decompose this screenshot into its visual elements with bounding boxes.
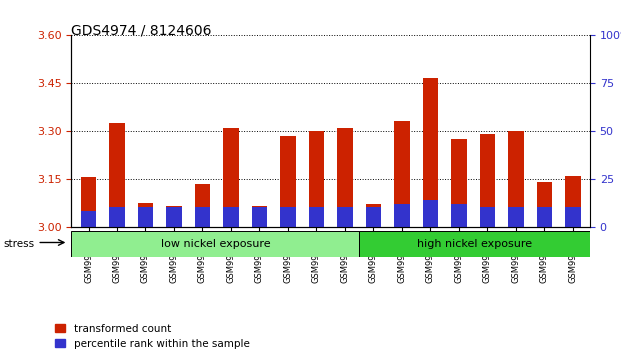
Bar — [366, 204, 381, 227]
Text: low nickel exposure: low nickel exposure — [161, 239, 270, 249]
Text: GDS4974 / 8124606: GDS4974 / 8124606 — [71, 23, 212, 37]
Bar — [252, 206, 267, 227]
Bar — [109, 207, 125, 227]
Bar — [166, 206, 182, 227]
Bar — [194, 207, 211, 227]
Bar — [479, 134, 495, 227]
Bar — [422, 79, 438, 227]
Bar — [366, 207, 381, 227]
Bar — [81, 177, 96, 227]
Bar — [337, 207, 353, 227]
Bar — [508, 131, 524, 227]
Text: stress: stress — [3, 239, 34, 249]
Bar — [166, 207, 182, 227]
Bar — [71, 231, 360, 257]
Bar — [565, 176, 581, 227]
Bar — [280, 136, 296, 227]
Bar — [394, 204, 410, 227]
Bar — [537, 182, 552, 227]
Bar — [81, 211, 96, 227]
Bar — [109, 123, 125, 227]
Bar — [194, 184, 211, 227]
Bar — [309, 131, 324, 227]
Bar — [422, 200, 438, 227]
Bar — [138, 202, 153, 227]
Bar — [451, 139, 467, 227]
Bar — [508, 207, 524, 227]
Bar — [360, 231, 590, 257]
Bar — [252, 207, 267, 227]
Bar — [451, 204, 467, 227]
Bar — [537, 207, 552, 227]
Bar — [479, 207, 495, 227]
Legend: transformed count, percentile rank within the sample: transformed count, percentile rank withi… — [55, 324, 250, 349]
Text: high nickel exposure: high nickel exposure — [417, 239, 532, 249]
Bar — [309, 207, 324, 227]
Bar — [223, 207, 239, 227]
Bar — [223, 128, 239, 227]
Bar — [280, 207, 296, 227]
Bar — [138, 207, 153, 227]
Bar — [565, 207, 581, 227]
Bar — [337, 128, 353, 227]
Bar — [394, 121, 410, 227]
